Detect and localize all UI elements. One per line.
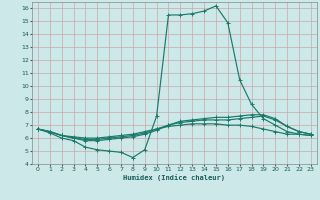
X-axis label: Humidex (Indice chaleur): Humidex (Indice chaleur) [124, 174, 225, 181]
